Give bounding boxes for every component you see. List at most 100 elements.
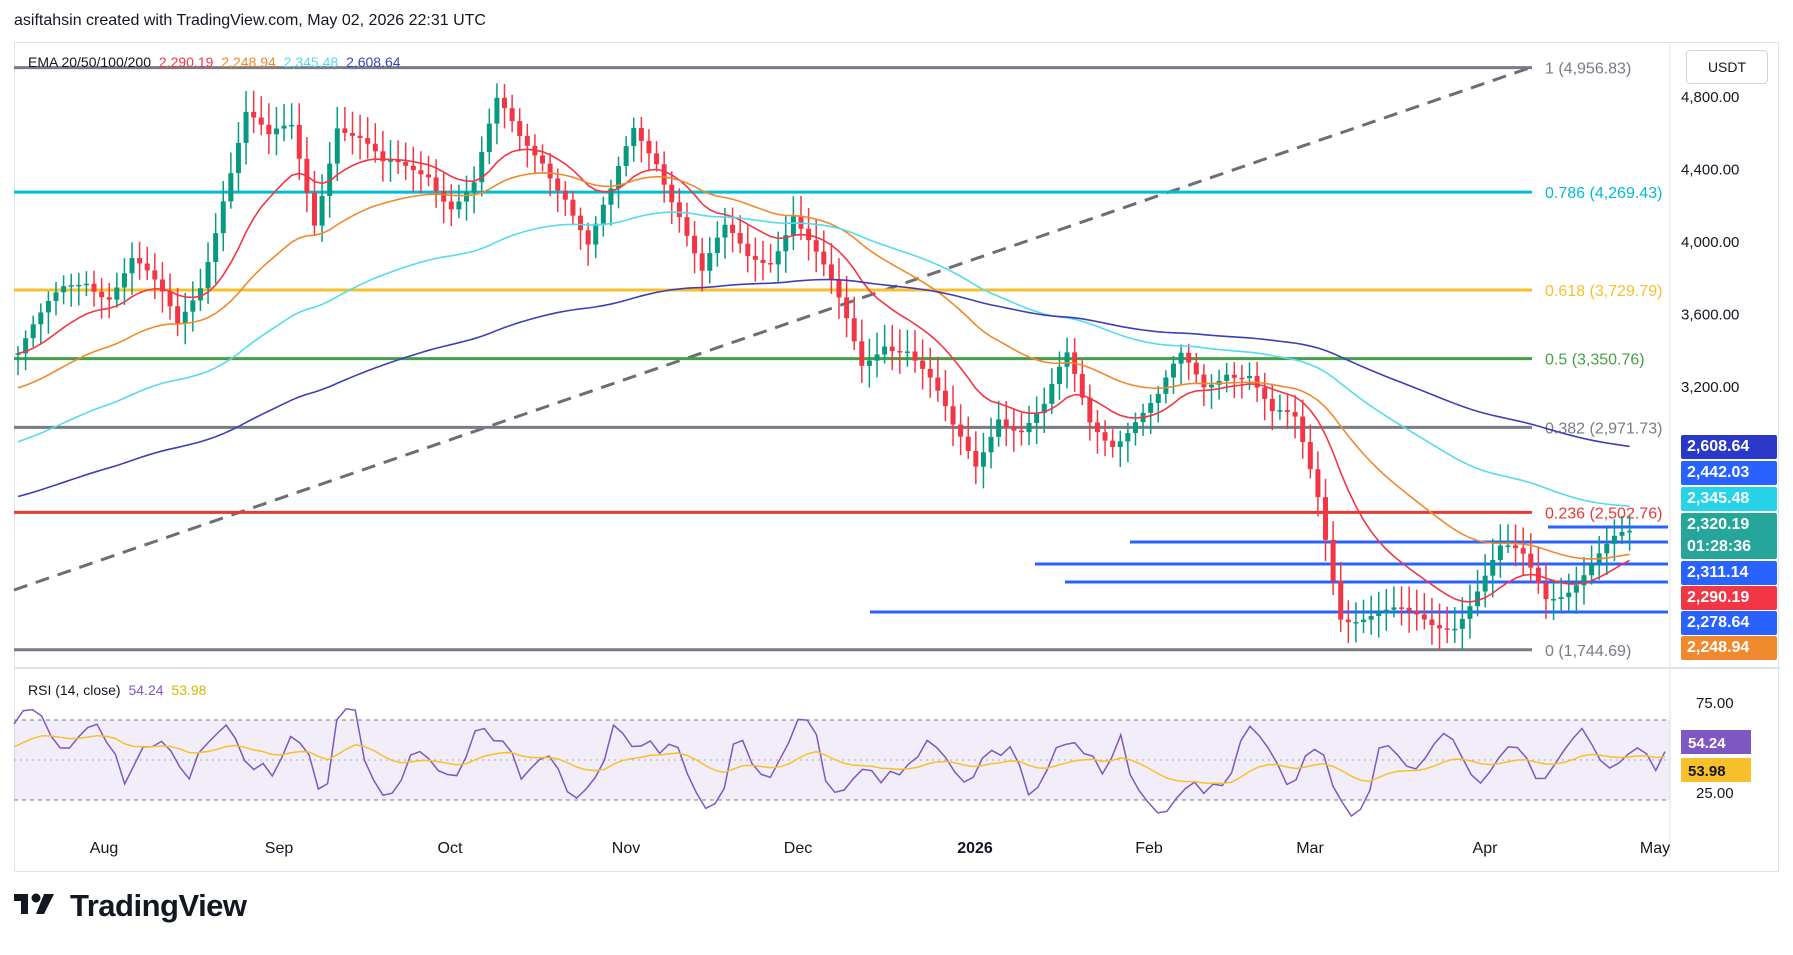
candle-body: [30, 324, 36, 339]
candle-body: [251, 111, 257, 118]
candle-body: [935, 377, 941, 391]
rsi-signal-line: [13, 734, 1666, 785]
candle-body: [1573, 585, 1579, 593]
candle-body: [1102, 432, 1108, 441]
candle-body: [235, 142, 241, 174]
time-tick-label: Dec: [784, 840, 812, 857]
candle-body: [1117, 441, 1123, 447]
candle-body: [889, 346, 895, 351]
candle-body: [1323, 497, 1329, 540]
candle-body: [1178, 352, 1184, 364]
fib-label-0: 0 (1,744.69): [1545, 643, 1631, 660]
candle-body: [1307, 441, 1313, 470]
candle-body: [456, 201, 462, 210]
candle-body: [1566, 592, 1572, 598]
candle-body: [562, 190, 568, 200]
candle-body: [1604, 543, 1610, 554]
candle-body: [1619, 531, 1625, 536]
candle-body: [904, 351, 910, 353]
candle-body: [106, 297, 112, 300]
candle-body: [334, 128, 340, 164]
candle-body: [1444, 628, 1450, 630]
candle-body: [448, 201, 454, 210]
candle-body: [311, 192, 317, 226]
candle-body: [1247, 375, 1252, 379]
candle-body: [1459, 618, 1465, 629]
candle-body: [813, 240, 819, 252]
candle-body: [1611, 535, 1617, 544]
candle-body: [1429, 619, 1435, 626]
fib-label-0-5: 0.5 (3,350.76): [1545, 352, 1645, 369]
fib-label-1: 1 (4,956.83): [1545, 61, 1631, 78]
currency-selector[interactable]: USDT: [1686, 50, 1768, 84]
candle-body: [441, 190, 447, 202]
candle-body: [1421, 614, 1427, 620]
candle-body: [289, 124, 295, 127]
candle-body: [1079, 373, 1085, 398]
candle-body: [152, 270, 158, 280]
candle-body: [707, 253, 713, 271]
candle-body: [121, 273, 127, 288]
candle-body: [258, 117, 264, 125]
tradingview-brand: TradingView: [70, 888, 247, 923]
candle-body: [578, 215, 584, 231]
candle-body: [988, 436, 994, 453]
candle-body: [1292, 411, 1298, 417]
price-badge: 2,248.94: [1681, 636, 1777, 660]
diagonal-trendline: [13, 65, 1533, 592]
tradingview-footer[interactable]: TradingView: [14, 888, 247, 924]
candle-body: [1399, 607, 1405, 609]
chart-frame[interactable]: [14, 42, 1779, 872]
price-badge: 2,311.14: [1681, 561, 1777, 585]
candle-body: [1315, 469, 1321, 498]
candle-body: [1589, 563, 1595, 576]
candle-body: [631, 128, 637, 147]
candle-body: [38, 312, 44, 325]
candle-body: [1026, 422, 1032, 433]
candle-body: [1558, 597, 1564, 600]
price-badge: 2,608.64: [1681, 435, 1777, 459]
rsi-badge: [1681, 730, 1751, 754]
fib-label-0-236: 0.236 (2,502.76): [1545, 505, 1662, 522]
candle-body: [418, 170, 424, 175]
candle-body: [380, 151, 386, 162]
candle-body: [623, 146, 629, 166]
candle-body: [730, 224, 736, 233]
time-tick-label: May: [1640, 840, 1670, 857]
price-tick-label: 4,000.00: [1681, 234, 1739, 251]
candle-body: [15, 353, 21, 355]
candle-body: [1627, 530, 1633, 533]
candle-body: [745, 243, 751, 257]
candle-body: [1437, 625, 1443, 629]
candle-body: [273, 128, 279, 135]
candle-body: [197, 288, 203, 301]
e200-line: [17, 278, 1630, 498]
candle-body: [942, 390, 948, 407]
price-tick-label: 3,600.00: [1681, 307, 1739, 324]
candle-body: [167, 291, 173, 307]
candle-body: [91, 283, 97, 292]
candle-body: [1406, 607, 1412, 612]
time-tick-label: Mar: [1296, 840, 1324, 857]
candle-body: [1094, 422, 1100, 433]
candle-body: [973, 450, 979, 467]
candle-body: [1148, 402, 1154, 413]
candle-body: [1330, 539, 1336, 581]
candle-body: [342, 128, 348, 133]
candle-body: [266, 124, 272, 135]
candle-body: [851, 318, 857, 342]
candle-body: [114, 287, 120, 300]
candle-body: [646, 140, 652, 154]
candle-body: [616, 165, 622, 189]
candle-body: [220, 201, 226, 234]
candle-body: [676, 202, 682, 218]
candle-body: [517, 121, 523, 137]
candle-body: [410, 165, 416, 171]
price-badge: 2,442.03: [1681, 461, 1777, 485]
rsi-badge-text: 54.24: [1688, 735, 1726, 752]
candle-body: [319, 195, 325, 226]
candle-body: [486, 123, 492, 152]
candle-body: [540, 155, 546, 164]
candle-body: [433, 177, 439, 191]
